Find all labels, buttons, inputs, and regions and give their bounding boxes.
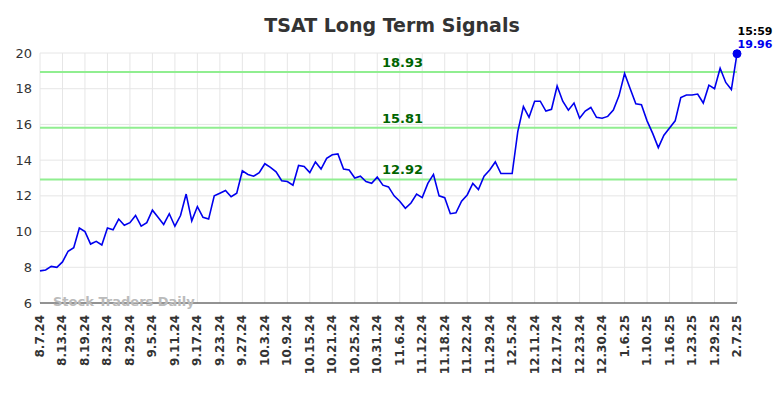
svg-text:9.17.24: 9.17.24 (190, 315, 204, 366)
svg-text:11.18.24: 11.18.24 (438, 315, 452, 374)
svg-text:19.96: 19.96 (738, 38, 773, 51)
svg-text:10.3.24: 10.3.24 (258, 315, 272, 366)
html-text:TSAT Long Term Signals: TSAT Long Term Signals (264, 14, 520, 36)
svg-text:18.93: 18.93 (382, 55, 423, 70)
svg-text:16: 16 (15, 117, 32, 132)
svg-text:10.25.24: 10.25.24 (348, 315, 362, 374)
svg-text:15.81: 15.81 (382, 111, 423, 126)
svg-text:8.19.24: 8.19.24 (78, 315, 92, 366)
svg-text:12.11.24: 12.11.24 (528, 315, 542, 374)
svg-text:9.27.24: 9.27.24 (235, 315, 249, 366)
svg-text:1.23.25: 1.23.25 (685, 315, 699, 366)
svg-text:8: 8 (24, 260, 32, 275)
svg-text:18: 18 (15, 81, 32, 96)
svg-text:10.31.24: 10.31.24 (370, 315, 384, 374)
svg-text:12.30.24: 12.30.24 (595, 315, 609, 374)
svg-text:12.17.24: 12.17.24 (550, 315, 564, 374)
svg-text:12.92: 12.92 (382, 162, 423, 177)
svg-text:8.29.24: 8.29.24 (123, 315, 137, 366)
svg-text:11.29.24: 11.29.24 (483, 315, 497, 374)
svg-text:9.11.24: 9.11.24 (168, 315, 182, 366)
svg-text:12: 12 (15, 188, 32, 203)
svg-text:11.22.24: 11.22.24 (460, 315, 474, 374)
svg-text:14: 14 (15, 153, 32, 168)
svg-text:10.9.24: 10.9.24 (280, 315, 294, 366)
svg-text:2.7.25: 2.7.25 (730, 315, 744, 358)
svg-text:10.21.24: 10.21.24 (325, 315, 339, 374)
svg-text:10: 10 (15, 224, 32, 239)
svg-text:11.12.24: 11.12.24 (415, 315, 429, 374)
svg-text:8.7.24: 8.7.24 (33, 315, 47, 358)
svg-text:9.5.24: 9.5.24 (145, 315, 159, 358)
svg-text:1.16.25: 1.16.25 (663, 315, 677, 366)
html-text:Stock Traders Daily: Stock Traders Daily (53, 294, 195, 309)
svg-text:20: 20 (15, 46, 32, 61)
svg-text:10.15.24: 10.15.24 (303, 315, 317, 374)
svg-text:6: 6 (24, 296, 32, 311)
svg-text:15:59: 15:59 (737, 25, 772, 38)
svg-text:1.29.25: 1.29.25 (708, 315, 722, 366)
svg-text:9.23.24: 9.23.24 (213, 315, 227, 366)
svg-text:8.23.24: 8.23.24 (100, 315, 114, 366)
svg-text:1.10.25: 1.10.25 (640, 315, 654, 366)
svg-text:1.6.25: 1.6.25 (618, 315, 632, 358)
svg-text:12.5.24: 12.5.24 (505, 315, 519, 366)
svg-text:11.6.24: 11.6.24 (393, 315, 407, 366)
svg-text:8.13.24: 8.13.24 (55, 315, 69, 366)
svg-text:12.23.24: 12.23.24 (573, 315, 587, 374)
